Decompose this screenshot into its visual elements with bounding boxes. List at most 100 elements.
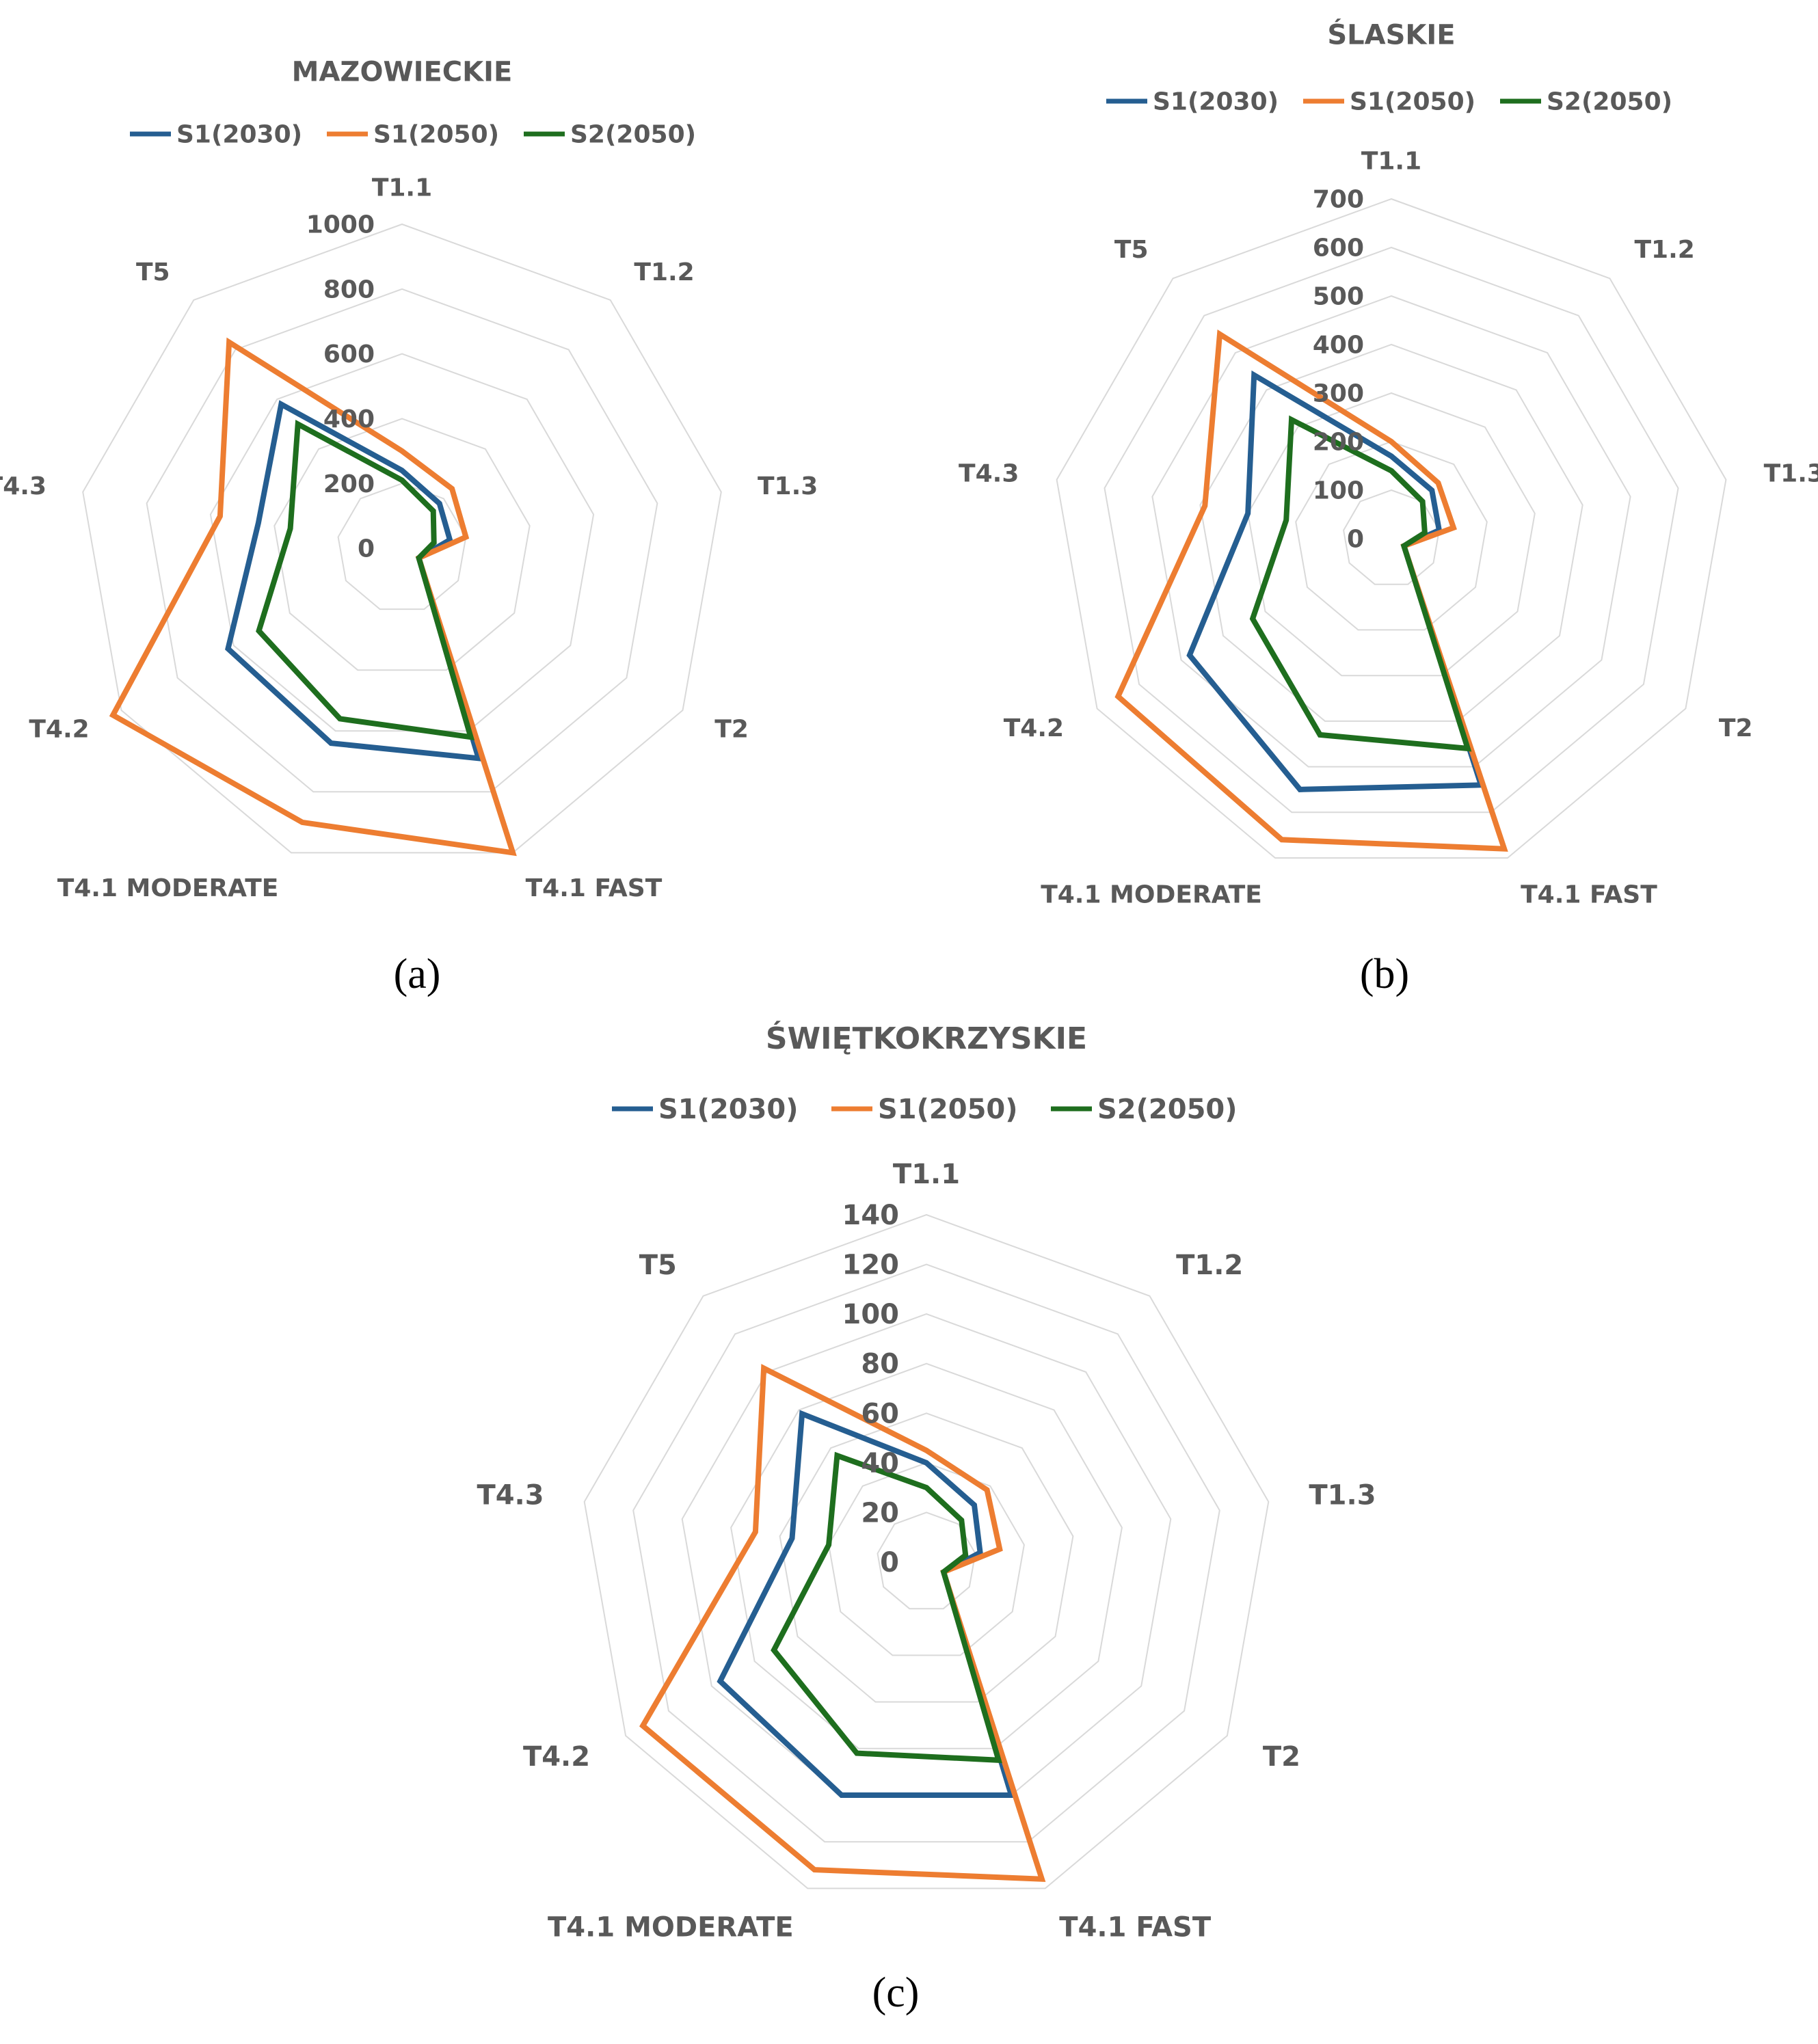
gridline: [632, 1263, 1220, 1843]
gridline: [273, 418, 531, 671]
axis-label: T5: [136, 258, 170, 286]
tick-label: 600: [323, 340, 375, 368]
gridline: [730, 1362, 1123, 1749]
tick-label: 0: [358, 535, 375, 563]
gridline: [146, 288, 658, 793]
panel-caption: (b): [1360, 951, 1409, 997]
tick-label: 40: [861, 1448, 899, 1479]
axis-label: T4.2: [523, 1741, 590, 1773]
axis-label: T2: [714, 716, 749, 744]
radar-chart-3: 0 20 40 60 80 100 120 140 T1.1 T1.2 T1.3 T2 T4.1 FAS…: [477, 1020, 1376, 2016]
series-group: [109, 337, 517, 857]
axis-label: T1.3: [758, 472, 818, 500]
series-line-S2(2050): [1249, 415, 1472, 752]
gridline: [583, 1213, 1270, 1890]
gridline: [681, 1313, 1172, 1796]
gridline: [82, 223, 722, 854]
tick-label: 400: [1313, 332, 1364, 360]
axis-label: T4.1 MODERATE: [57, 874, 279, 902]
axis-label: T4.2: [1004, 714, 1064, 742]
grid: [1056, 198, 1727, 859]
axis-label: T1.2: [1176, 1250, 1243, 1281]
axis-label: T1.1: [1361, 148, 1421, 176]
axis-label: T5: [639, 1250, 677, 1281]
grid: [82, 223, 722, 854]
chart-title: MAZOWIECKIE: [292, 56, 513, 88]
axis-label: T1.2: [1635, 236, 1695, 264]
tick-label: 0: [880, 1547, 899, 1578]
series-line-S1(2050): [109, 337, 517, 857]
gridline: [337, 483, 467, 610]
tick-label: 80: [861, 1349, 899, 1380]
axis-label: T4.1 MODERATE: [548, 1912, 794, 1944]
panel-caption: (a): [394, 951, 441, 997]
series-group: [1114, 330, 1508, 852]
series-line-S2(2050): [256, 419, 475, 741]
tick-label: 200: [1313, 429, 1364, 457]
gridline: [1151, 295, 1631, 768]
legend: S1(2030) S1(2050) S2(2050): [130, 121, 696, 149]
panel-caption: (c): [872, 1969, 920, 2016]
tick-label: 0: [1347, 526, 1364, 554]
gridline: [877, 1511, 976, 1610]
chart-title: ŚWIĘTKOKRZYSKIE: [766, 1020, 1087, 1056]
grid: [583, 1213, 1270, 1890]
tick-label: 300: [1313, 380, 1364, 408]
axis-label: T2: [1719, 714, 1753, 742]
axis-label: T4.3: [0, 472, 46, 500]
gridline: [1199, 343, 1583, 722]
axis-label: T1.2: [634, 258, 694, 286]
chart-title: ŚLASKIE: [1327, 18, 1455, 51]
axis-label: T4.1 FAST: [526, 874, 663, 902]
series-line-S1(2030): [1186, 370, 1485, 792]
gridline: [1295, 440, 1488, 631]
tick-label: 400: [323, 405, 375, 433]
legend-label: S1(2030): [176, 121, 302, 149]
gridline: [1343, 489, 1440, 585]
series-line-S1(2050): [639, 1364, 1046, 1882]
legend-label: S1(2030): [658, 1094, 799, 1125]
tick-label: 140: [842, 1200, 900, 1231]
legend-label: S1(2030): [1153, 88, 1279, 116]
series-line-S2(2050): [771, 1451, 1002, 1764]
tick-label: 800: [323, 275, 375, 304]
gridline: [828, 1462, 1025, 1656]
series-line-S1(2030): [717, 1410, 1015, 1798]
gridline: [1247, 392, 1536, 677]
tick-label: 60: [861, 1398, 899, 1429]
radar-chart-1: 0 200 400 600 800 1000 T1.1 T1.2 T1.3 T2 T4.1 FAST…: [0, 56, 818, 997]
axis-label: T1.3: [1309, 1479, 1376, 1511]
radar-chart-2: 0 100 200 300 400 500 600 700 T1.1 T1.2 T1.3 T2 T4.1…: [959, 18, 1818, 997]
legend-label: S2(2050): [1097, 1094, 1238, 1125]
axis-label: T4.1 MODERATE: [1041, 880, 1262, 909]
axis-label: T4.1 FAST: [1059, 1912, 1212, 1944]
tick-label: 120: [842, 1250, 900, 1281]
legend-label: S1(2050): [373, 121, 499, 149]
tick-label: 600: [1313, 234, 1364, 263]
tick-label: 500: [1313, 283, 1364, 311]
axis-label: T2: [1263, 1741, 1300, 1773]
gridline: [779, 1412, 1074, 1703]
axis-label: T1.1: [372, 174, 432, 202]
gridline: [209, 353, 595, 732]
legend-label: S2(2050): [1547, 88, 1672, 116]
legend-label: S1(2050): [1350, 88, 1475, 116]
axis-label: T4.2: [29, 716, 89, 744]
tick-label: 200: [323, 470, 375, 498]
gridline: [1104, 246, 1679, 813]
axis-label: T1.3: [1764, 460, 1818, 488]
legend-label: S1(2050): [878, 1094, 1018, 1125]
gridline: [1056, 198, 1727, 859]
axis-label: T4.3: [477, 1479, 544, 1511]
series-line-S1(2030): [225, 400, 483, 762]
tick-label: 100: [842, 1299, 900, 1330]
tick-label: 20: [861, 1497, 899, 1529]
tick-label: 100: [1313, 477, 1364, 505]
series-group: [639, 1364, 1046, 1882]
tick-label: 1000: [306, 211, 375, 239]
series-line-S1(2050): [1114, 330, 1508, 852]
legend: S1(2030) S1(2050) S2(2050): [1106, 88, 1672, 116]
axis-label: T4.3: [959, 460, 1019, 488]
tick-label: 700: [1313, 186, 1364, 214]
